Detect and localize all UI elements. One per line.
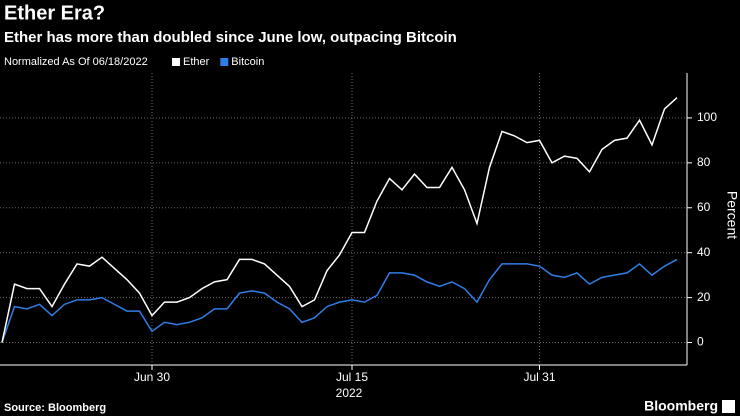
y-tick-label: 20 <box>697 290 711 304</box>
y-tick-label: 40 <box>697 245 711 259</box>
chart-title: Ether Era? <box>4 2 105 24</box>
legend-label: Bitcoin <box>231 56 264 68</box>
legend-note: Normalized As Of 06/18/2022 <box>4 56 148 68</box>
chart-subtitle: Ether has more than doubled since June l… <box>4 29 457 46</box>
y-tick-label: 100 <box>697 110 717 124</box>
legend-swatch <box>220 58 229 66</box>
source: Source: Bloomberg <box>4 402 106 414</box>
y-axis-label: Percent <box>724 191 740 239</box>
legend-swatch <box>172 58 180 66</box>
y-tick-label: 60 <box>697 200 711 214</box>
y-tick-label: 0 <box>697 335 704 349</box>
series-line <box>1 258 678 343</box>
x-tick-label: Jun 30 <box>134 370 170 384</box>
brand: Bloomberg <box>644 398 718 414</box>
x-axis-label: 2022 <box>336 386 363 400</box>
x-tick-label: Jul 15 <box>336 370 368 384</box>
brand-icon <box>722 400 735 413</box>
y-tick-label: 80 <box>697 155 711 169</box>
legend-label: Ether <box>183 56 210 68</box>
series-line <box>1 97 678 343</box>
x-tick-label: Jul 31 <box>523 370 555 384</box>
